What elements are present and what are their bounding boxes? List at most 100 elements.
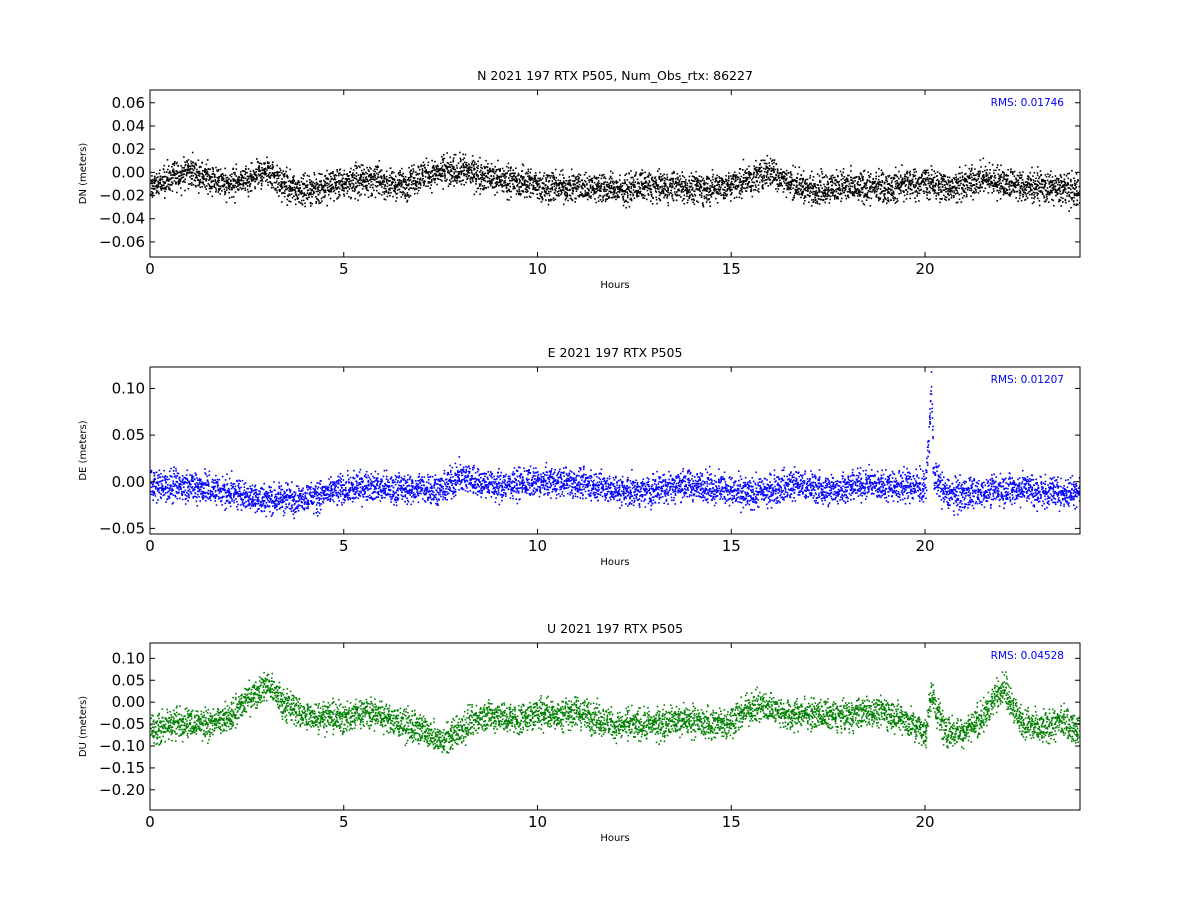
data-point <box>523 182 526 185</box>
data-point <box>203 169 205 172</box>
data-point <box>662 191 665 193</box>
data-point <box>258 181 260 184</box>
data-point <box>339 181 341 184</box>
data-point <box>339 172 341 174</box>
data-point <box>794 179 796 181</box>
data-point <box>885 177 888 180</box>
data-point <box>973 174 976 177</box>
data-point <box>816 184 819 186</box>
data-point <box>634 181 636 183</box>
data-point <box>907 181 910 183</box>
data-point <box>785 174 788 176</box>
data-point <box>343 183 345 186</box>
data-point <box>326 182 329 184</box>
data-point <box>907 185 910 188</box>
data-point <box>919 189 921 191</box>
data-point <box>579 194 581 196</box>
data-point <box>696 188 698 190</box>
data-point <box>153 177 156 179</box>
data-point <box>303 182 306 185</box>
data-point <box>173 180 176 182</box>
data-point <box>966 184 969 187</box>
data-point <box>746 168 748 170</box>
data-point <box>673 191 676 193</box>
data-point <box>930 174 933 176</box>
data-point <box>881 173 883 175</box>
data-point <box>490 162 493 165</box>
data-point <box>792 179 794 181</box>
data-point <box>761 180 764 183</box>
data-point <box>947 179 950 181</box>
data-point <box>279 188 281 191</box>
data-point <box>936 178 939 181</box>
data-point <box>558 186 561 189</box>
data-point <box>506 198 509 201</box>
data-point <box>536 183 538 186</box>
data-point <box>389 194 391 197</box>
data-point <box>196 177 198 179</box>
data-point <box>168 183 171 186</box>
data-point <box>314 188 317 190</box>
data-point <box>628 172 630 174</box>
data-point <box>318 184 321 186</box>
data-point <box>551 188 553 190</box>
data-point <box>336 187 339 190</box>
data-point <box>840 179 842 181</box>
data-point <box>771 176 774 178</box>
data-point <box>634 186 637 188</box>
data-point <box>393 185 395 187</box>
data-point <box>459 151 461 154</box>
data-point <box>248 180 251 183</box>
data-point <box>891 184 893 187</box>
data-point <box>316 187 319 189</box>
data-point <box>237 183 239 185</box>
data-point <box>396 196 398 199</box>
data-point <box>415 184 417 186</box>
data-point <box>531 176 533 179</box>
data-point <box>649 173 652 176</box>
data-point <box>963 173 966 176</box>
data-point <box>961 186 963 189</box>
data-point <box>462 163 464 165</box>
data-point <box>639 190 642 193</box>
data-point <box>441 155 443 158</box>
data-point <box>224 174 227 177</box>
data-point <box>183 173 185 176</box>
data-point <box>632 179 635 181</box>
data-point <box>614 186 616 188</box>
data-point <box>520 185 522 188</box>
data-point <box>798 166 801 169</box>
data-point <box>352 186 354 189</box>
data-point <box>442 188 444 190</box>
data-point <box>770 167 773 170</box>
data-point <box>217 185 220 187</box>
data-point <box>458 176 461 179</box>
data-point <box>977 192 980 194</box>
data-point <box>355 172 358 174</box>
data-point <box>957 182 959 185</box>
data-point <box>381 186 383 188</box>
data-point <box>686 191 688 193</box>
data-point <box>380 169 383 171</box>
data-point <box>475 177 478 180</box>
data-point <box>759 167 761 169</box>
data-point <box>299 202 302 204</box>
data-point <box>168 165 170 167</box>
data-point <box>540 179 543 181</box>
data-point <box>272 165 274 168</box>
data-point <box>315 190 318 193</box>
data-point <box>557 179 560 182</box>
data-point <box>308 192 311 195</box>
data-point <box>785 196 788 199</box>
data-point <box>904 185 907 187</box>
data-point <box>551 186 553 189</box>
data-point <box>229 184 231 187</box>
data-point <box>251 175 253 178</box>
data-point <box>860 191 862 193</box>
data-point <box>202 182 205 185</box>
data-point <box>212 180 214 182</box>
data-point <box>287 194 289 197</box>
data-point <box>367 180 369 183</box>
data-point <box>736 176 738 178</box>
data-point <box>675 193 677 196</box>
